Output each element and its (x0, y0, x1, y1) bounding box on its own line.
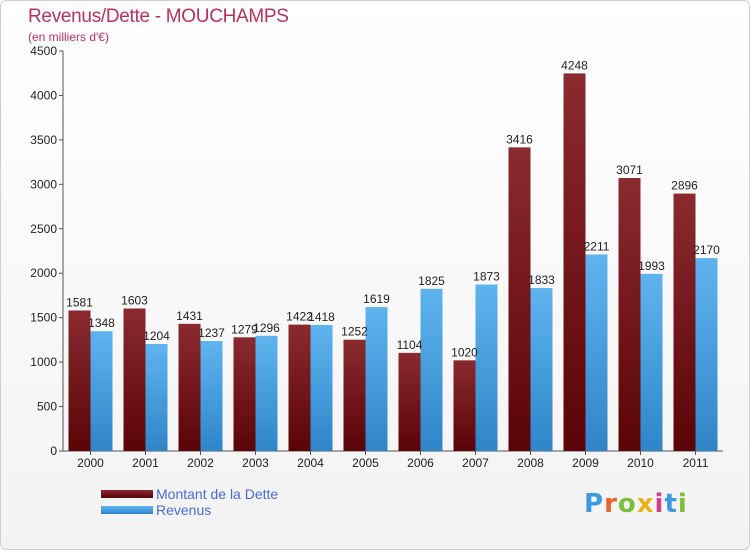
bar-revenus (255, 335, 278, 451)
legend-swatch-debt (101, 490, 153, 498)
data-label: 4248 (561, 58, 588, 72)
y-tick-label: 1000 (30, 355, 57, 369)
bar-revenus (585, 254, 608, 451)
bar-revenus (90, 331, 113, 451)
data-label: 2211 (584, 239, 610, 253)
data-label: 1619 (363, 292, 390, 306)
bar-revenus (200, 341, 223, 451)
data-label: 1873 (473, 270, 500, 284)
x-tick-label: 2008 (517, 456, 544, 470)
data-label: 2170 (693, 243, 720, 257)
bar-revenus (640, 273, 663, 451)
bar-dette (123, 308, 146, 451)
logo-letter: i (654, 489, 665, 519)
data-label: 1296 (253, 321, 280, 335)
x-tick-label: 2004 (297, 456, 324, 470)
y-tick-label: 500 (37, 400, 57, 414)
bar-revenus (365, 307, 388, 451)
logo-letter: t (664, 489, 678, 519)
x-tick-label: 2001 (132, 456, 159, 470)
x-tick-label: 2007 (462, 456, 489, 470)
bar-dette (563, 73, 586, 452)
bar-dette (453, 360, 476, 451)
bar-dette (178, 323, 201, 451)
data-label: 3071 (616, 163, 643, 177)
y-tick-label: 3500 (30, 133, 57, 147)
y-tick-label: 2500 (30, 222, 57, 236)
bar-dette (233, 337, 256, 451)
x-tick-label: 2009 (572, 456, 599, 470)
bar-dette (673, 193, 696, 452)
bar-revenus (310, 324, 333, 451)
bar-revenus (420, 288, 443, 451)
x-tick-label: 2006 (407, 456, 434, 470)
legend-label-debt: Montant de la Dette (156, 486, 279, 502)
chart-subtitle: (en milliers d'€) (28, 30, 109, 44)
bars (68, 73, 718, 452)
bar-revenus (530, 288, 553, 451)
data-label: 1104 (397, 338, 423, 352)
data-label: 1237 (198, 326, 225, 340)
bar-dette (68, 310, 91, 451)
data-label: 1020 (451, 345, 478, 359)
logo-letter: o (617, 489, 637, 519)
logo-letter: i (677, 489, 688, 519)
axes: 0 500 1000 1500 2000 2500 3000 3500 4000 4500 2000… (30, 44, 723, 470)
x-tick-label: 2010 (627, 456, 654, 470)
bar-revenus (475, 284, 498, 451)
y-tick-label: 0 (50, 444, 57, 458)
chart-title: Revenus/Dette - MOUCHAMPS (28, 6, 289, 27)
data-label: 1581 (66, 295, 93, 309)
logo-letter: r (604, 489, 618, 519)
legend-label-revenus: Revenus (156, 502, 212, 518)
bar-revenus (695, 258, 718, 451)
data-label: 1422 (286, 310, 313, 324)
y-tick-label: 4500 (30, 44, 57, 58)
x-tick-label: 2011 (683, 456, 709, 470)
y-tick-label: 1500 (30, 311, 57, 325)
data-label: 1993 (638, 259, 665, 273)
y-tick-label: 3000 (30, 177, 57, 191)
bar-dette (508, 147, 531, 451)
x-tick-label: 2002 (187, 456, 214, 470)
logo-letter: P (584, 489, 605, 519)
data-label: 1603 (121, 294, 148, 308)
data-label: 3416 (506, 132, 533, 146)
data-label: 1348 (88, 316, 115, 330)
data-label: 1418 (308, 310, 335, 324)
bar-dette (618, 178, 641, 451)
x-tick-label: 2003 (242, 456, 269, 470)
legend-swatch-revenus (101, 506, 153, 514)
data-label: 1833 (528, 273, 555, 287)
bar-dette (343, 339, 366, 451)
data-label: 1825 (418, 274, 445, 288)
bar-dette (398, 352, 421, 451)
logo-letter: x (636, 489, 655, 519)
y-tick-label: 2000 (30, 266, 57, 280)
x-tick-label: 2005 (352, 456, 379, 470)
data-label: 1431 (176, 309, 203, 323)
bar-revenus (145, 343, 168, 451)
x-tick-label: 2000 (77, 456, 104, 470)
data-label: 1279 (231, 322, 258, 336)
proxiti-logo: Proxiti (584, 489, 688, 519)
y-tick-label: 4000 (30, 88, 57, 102)
data-label: 1252 (341, 325, 368, 339)
bar-dette (288, 324, 311, 451)
data-label: 1204 (143, 329, 170, 343)
data-label: 2896 (671, 179, 698, 193)
